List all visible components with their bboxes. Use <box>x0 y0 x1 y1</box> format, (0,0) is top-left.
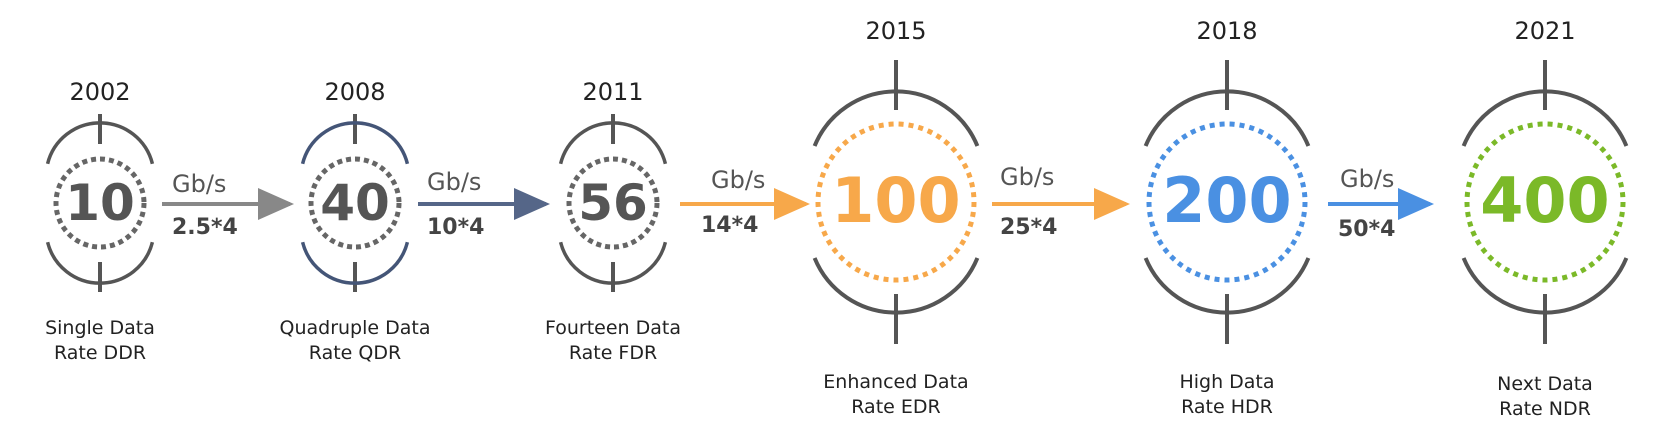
link-multiplier: 25*4 <box>1000 215 1058 240</box>
node-name-line: Single Data <box>45 317 155 339</box>
link-unit: Gb/s <box>427 168 482 196</box>
node-year: 2008 <box>324 78 386 106</box>
node-name: Quadruple Data Rate QDR <box>245 316 465 366</box>
node-name-line: Rate EDR <box>851 396 941 418</box>
link-multiplier: 14*4 <box>701 213 759 238</box>
node-name-line: Rate NDR <box>1499 398 1591 420</box>
node-ring <box>558 114 668 292</box>
link-multiplier: 10*4 <box>427 215 485 240</box>
node-name: High Data Rate HDR <box>1117 370 1337 420</box>
node-ring <box>1143 60 1311 344</box>
node-value: 10 <box>65 174 135 232</box>
node-year: 2011 <box>582 78 644 106</box>
node-ring <box>300 114 410 292</box>
link-multiplier: 2.5*4 <box>172 215 238 240</box>
node-name-line: Quadruple Data <box>279 317 431 339</box>
node-name-line: Next Data <box>1497 373 1593 395</box>
link-unit: Gb/s <box>1340 165 1395 193</box>
node-name-line: Rate HDR <box>1181 396 1273 418</box>
node-value: 200 <box>1162 164 1292 237</box>
node-ring <box>45 114 155 292</box>
node-value: 100 <box>831 164 961 237</box>
node-year: 2018 <box>1196 17 1258 45</box>
node-name: Single Data Rate DDR <box>0 316 210 366</box>
node-ring <box>1461 60 1629 344</box>
node-name: Enhanced Data Rate EDR <box>786 370 1006 420</box>
link-unit: Gb/s <box>1000 163 1055 191</box>
node-name-line: High Data <box>1179 371 1275 393</box>
link-multiplier: 50*4 <box>1338 217 1396 242</box>
node-name: Fourteen Data Rate FDR <box>503 316 723 366</box>
link-unit: Gb/s <box>711 166 766 194</box>
node-year: 2021 <box>1514 17 1576 45</box>
node-name: Next Data Rate NDR <box>1435 372 1655 422</box>
link-unit: Gb/s <box>172 170 227 198</box>
node-name-line: Enhanced Data <box>823 371 969 393</box>
node-name-line: Fourteen Data <box>544 317 681 339</box>
node-ring <box>812 60 980 344</box>
node-name-line: Rate FDR <box>568 342 658 364</box>
node-value: 400 <box>1480 164 1610 237</box>
node-value: 56 <box>578 174 648 232</box>
node-year: 2015 <box>865 17 927 45</box>
node-name-line: Rate QDR <box>308 342 402 364</box>
node-value: 40 <box>320 174 390 232</box>
node-name-line: Rate DDR <box>53 342 147 364</box>
node-year: 2002 <box>69 78 131 106</box>
